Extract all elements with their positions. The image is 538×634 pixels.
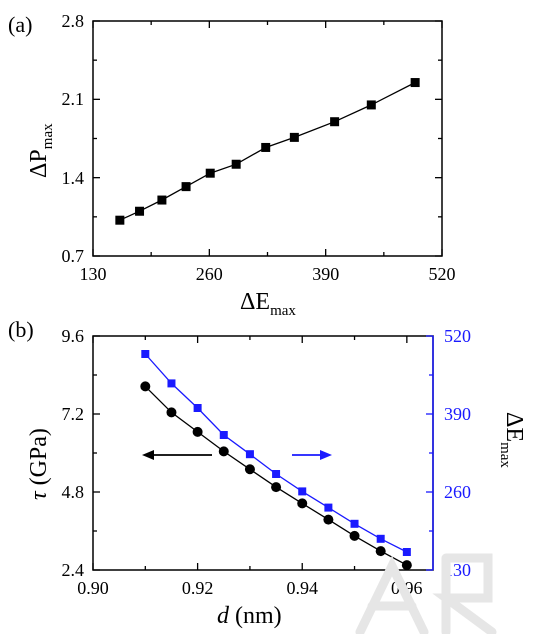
panel-b-circle-data-point (140, 381, 151, 392)
panel-b-circle-data-point (323, 514, 334, 525)
panel-b-right-series-line (144, 353, 408, 553)
left-arrow-icon (142, 450, 212, 460)
panel-b-y-axis-label: τ (GPa) (26, 428, 52, 500)
panel-a-label: (a) (8, 12, 32, 37)
panel-a-y-axis-label: ΔPmax (26, 123, 56, 178)
panel-a-data-point (330, 117, 340, 127)
panel-b-circle-data-point (349, 530, 360, 541)
panel-a-xtick-label: 520 (429, 264, 456, 284)
panel-b-ytick-label: 7.2 (62, 404, 85, 424)
panel-b-xtick-label: 0.96 (391, 578, 423, 598)
panel-a-data-point (115, 215, 125, 225)
panel-b-circle-data-point (271, 482, 282, 493)
panel-a-y-ticks (93, 20, 442, 257)
panel-a-data-point (135, 206, 145, 216)
panel-a-data-point (181, 182, 191, 192)
panel-b-xtick-label: 0.94 (286, 578, 318, 598)
panel-b-xtick-label: 0.92 (182, 578, 214, 598)
panel-b-square-data-point (193, 404, 202, 412)
panel-a-data-point (205, 168, 215, 178)
panel-b-circle-data-point (166, 407, 177, 418)
panel-a-ytick-label: 1.4 (62, 168, 85, 188)
panel-a-plot-area (115, 78, 420, 225)
panel-a-xtick-label: 130 (80, 264, 107, 284)
panel-b-y2tick-label: 260 (444, 482, 471, 502)
panel-b-square-data-point (219, 431, 228, 439)
panel-b-xtick-label: 0.90 (77, 578, 109, 598)
panel-a-data-point (410, 78, 420, 88)
panel-b-circle-data-point (244, 464, 255, 475)
panel-b-square-data-point (141, 350, 150, 358)
panel-b-square-data-point (402, 548, 411, 556)
panel-b-circle-data-point (375, 546, 386, 557)
panel-b-circle-data-point (192, 426, 203, 437)
right-arrow-icon (292, 450, 332, 460)
panel-a-ytick-label: 2.1 (62, 89, 85, 109)
panel-a-xtick-label: 260 (196, 264, 223, 284)
panel-a: (a) 130 260 390 520 0.7 1.4 2.1 2.8 ΔEma… (8, 11, 456, 319)
panel-b-y2tick-label: 130 (444, 560, 471, 580)
panel-b-square-data-point (376, 534, 385, 543)
panel-a-ytick-label: 0.7 (62, 246, 85, 266)
panel-b-label: (b) (8, 317, 34, 342)
panel-b-square-data-point (350, 519, 359, 528)
panel-a-data-point (289, 132, 299, 142)
panel-b-ytick-label: 9.6 (62, 326, 85, 346)
panel-b-plot-area (140, 350, 412, 571)
panel-a-data-point (261, 142, 271, 152)
panel-a-data-point (231, 159, 241, 169)
panel-b-square-data-point (167, 379, 176, 388)
panel-b: (b) 0.90 0.92 0.94 0.96 2.4 4.8 7.2 9.6 … (8, 317, 527, 629)
panel-b-y2-axis-label: ΔEmax (497, 412, 527, 468)
panel-b-square-data-point (272, 470, 281, 478)
panel-b-ytick-label: 2.4 (62, 560, 85, 580)
panel-b-ytick-label: 4.8 (62, 482, 85, 502)
panel-b-y2-ticks (426, 335, 433, 571)
panel-b-x-axis-label: d (nm) (217, 603, 282, 629)
panel-b-y2tick-label: 520 (444, 326, 471, 346)
panel-a-x-ticks (92, 21, 443, 256)
panel-b-square-data-point (324, 503, 333, 512)
panel-b-circle-data-point (297, 498, 308, 509)
panel-a-data-point (366, 100, 376, 110)
panel-b-y2tick-label: 390 (444, 404, 471, 424)
panel-b-square-data-point (298, 487, 307, 496)
panel-b-y-ticks (93, 335, 100, 571)
panel-a-data-point (157, 195, 167, 205)
panel-a-xtick-label: 390 (312, 264, 339, 284)
panel-b-x-ticks (92, 336, 408, 570)
panel-a-ytick-label: 2.8 (62, 11, 85, 31)
panel-a-frame (92, 20, 443, 257)
panel-a-x-axis-label: ΔEmax (240, 289, 296, 319)
panel-b-circle-data-point (218, 446, 229, 457)
panel-b-square-data-point (245, 450, 254, 459)
panel-b-circle-data-point (401, 560, 412, 571)
